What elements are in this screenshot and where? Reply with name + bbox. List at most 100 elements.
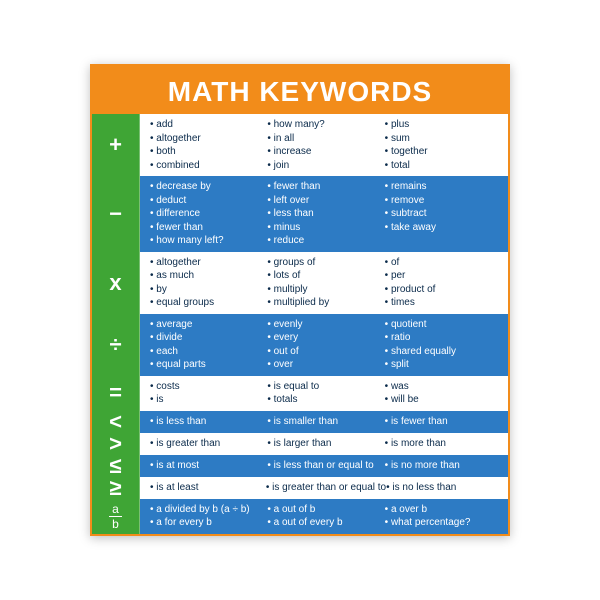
keyword-rows: +addaltogetherbothcombinedhow many?in al…	[92, 114, 508, 534]
keyword-column: a divided by b (a ÷ b)a for every b	[150, 503, 267, 530]
keyword-item: equal parts	[150, 358, 267, 372]
keyword-column: quotientratioshared equallysplit	[385, 318, 502, 372]
keyword-item: costs	[150, 380, 267, 394]
keyword-columns: is at mostis less than or equal tois no …	[140, 455, 508, 477]
keyword-item: in all	[267, 132, 384, 146]
keyword-item: as much	[150, 269, 267, 283]
keyword-row: > is greater thanis larger thanis more th…	[92, 433, 508, 455]
keyword-item: is at least	[150, 481, 266, 495]
keyword-item: how many?	[267, 118, 384, 132]
keyword-item: remove	[385, 194, 502, 208]
operator-symbol: ≥	[92, 477, 140, 499]
keyword-column: is less than or equal to	[267, 459, 384, 473]
keyword-columns: decrease bydeductdifferencefewer thanhow…	[140, 176, 508, 252]
keyword-item: join	[267, 159, 384, 173]
keyword-item: is less than	[150, 415, 267, 429]
keyword-item: of	[385, 256, 502, 270]
keyword-item: equal groups	[150, 296, 267, 310]
keyword-column: is at least	[150, 481, 266, 495]
keyword-item: out of	[267, 345, 384, 359]
keyword-item: take away	[385, 221, 502, 235]
keyword-item: plus	[385, 118, 502, 132]
keyword-item: is fewer than	[385, 415, 502, 429]
poster-title: MATH KEYWORDS	[96, 76, 504, 108]
keyword-item: per	[385, 269, 502, 283]
keyword-item: left over	[267, 194, 384, 208]
keyword-columns: is at leastis greater than or equal tois…	[140, 477, 508, 499]
keyword-item: is at most	[150, 459, 267, 473]
keyword-item: over	[267, 358, 384, 372]
keyword-item: a out of every b	[267, 516, 384, 530]
keyword-row: +addaltogetherbothcombinedhow many?in al…	[92, 114, 508, 176]
keyword-item: is no less than	[386, 481, 502, 495]
keyword-column: remainsremovesubtracttake away	[385, 180, 502, 248]
keyword-item: fewer than	[150, 221, 267, 235]
keyword-columns: averagedivideeachequal partsevenlyeveryo…	[140, 314, 508, 376]
keyword-item: is greater than or equal to	[266, 481, 386, 495]
math-keywords-poster: MATH KEYWORDS +addaltogetherbothcombined…	[90, 64, 510, 536]
keyword-item: deduct	[150, 194, 267, 208]
keyword-columns: is less thanis smaller thanis fewer than	[140, 411, 508, 433]
keyword-column: is equal tototals	[267, 380, 384, 407]
keyword-columns: costsisis equal tototalswaswill be	[140, 376, 508, 411]
keyword-item: add	[150, 118, 267, 132]
keyword-column: is more than	[385, 437, 502, 451]
keyword-item: every	[267, 331, 384, 345]
keyword-column: ofperproduct oftimes	[385, 256, 502, 310]
keyword-column: is no more than	[385, 459, 502, 473]
keyword-item: less than	[267, 207, 384, 221]
operator-symbol: ≤	[92, 455, 140, 477]
keyword-column: is larger than	[267, 437, 384, 451]
keyword-column: a over bwhat percentage?	[385, 503, 502, 530]
keyword-column: is fewer than	[385, 415, 502, 429]
keyword-item: fewer than	[267, 180, 384, 194]
operator-symbol: x	[92, 252, 140, 314]
keyword-item: difference	[150, 207, 267, 221]
keyword-item: is	[150, 393, 267, 407]
operator-symbol: =	[92, 376, 140, 411]
keyword-column: evenlyeveryout ofover	[267, 318, 384, 372]
operator-symbol: −	[92, 176, 140, 252]
keyword-item: altogether	[150, 132, 267, 146]
keyword-column: is smaller than	[267, 415, 384, 429]
keyword-column: addaltogetherbothcombined	[150, 118, 267, 172]
keyword-item: product of	[385, 283, 502, 297]
keyword-column: altogetheras muchbyequal groups	[150, 256, 267, 310]
keyword-column: is greater than or equal to	[266, 481, 386, 495]
keyword-column: waswill be	[385, 380, 502, 407]
keyword-column: is at most	[150, 459, 267, 473]
keyword-item: was	[385, 380, 502, 394]
keyword-item: together	[385, 145, 502, 159]
keyword-column: is greater than	[150, 437, 267, 451]
keyword-columns: altogetheras muchbyequal groupsgroups of…	[140, 252, 508, 314]
keyword-item: each	[150, 345, 267, 359]
keyword-row: ÷averagedivideeachequal partsevenlyevery…	[92, 314, 508, 376]
keyword-item: quotient	[385, 318, 502, 332]
keyword-item: divide	[150, 331, 267, 345]
keyword-row: aba divided by b (a ÷ b)a for every ba o…	[92, 499, 508, 534]
operator-symbol: >	[92, 433, 140, 455]
keyword-item: groups of	[267, 256, 384, 270]
keyword-item: is less than or equal to	[267, 459, 384, 473]
keyword-item: subtract	[385, 207, 502, 221]
keyword-column: a out of ba out of every b	[267, 503, 384, 530]
keyword-row: −decrease bydeductdifferencefewer thanho…	[92, 176, 508, 252]
keyword-item: is greater than	[150, 437, 267, 451]
keyword-item: is smaller than	[267, 415, 384, 429]
keyword-item: what percentage?	[385, 516, 502, 530]
keyword-item: split	[385, 358, 502, 372]
keyword-item: sum	[385, 132, 502, 146]
keyword-item: reduce	[267, 234, 384, 248]
keyword-item: combined	[150, 159, 267, 173]
keyword-row: <is less thanis smaller thanis fewer tha…	[92, 411, 508, 433]
keyword-item: evenly	[267, 318, 384, 332]
keyword-column: averagedivideeachequal parts	[150, 318, 267, 372]
keyword-item: increase	[267, 145, 384, 159]
operator-symbol: +	[92, 114, 140, 176]
keyword-column: is less than	[150, 415, 267, 429]
keyword-item: ratio	[385, 331, 502, 345]
keyword-item: a over b	[385, 503, 502, 517]
keyword-item: a divided by b (a ÷ b)	[150, 503, 267, 517]
keyword-row: ≤is at mostis less than or equal tois no…	[92, 455, 508, 477]
keyword-item: average	[150, 318, 267, 332]
